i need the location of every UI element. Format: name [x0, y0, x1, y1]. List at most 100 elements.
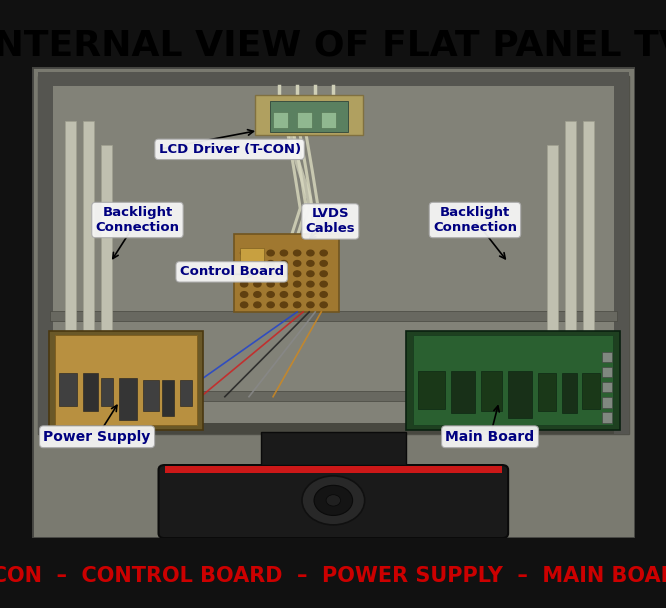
Bar	[601, 382, 613, 393]
Bar	[101, 145, 112, 404]
Bar	[55, 336, 196, 425]
Circle shape	[320, 292, 327, 297]
Circle shape	[307, 271, 314, 277]
Circle shape	[280, 261, 288, 266]
Bar	[270, 102, 348, 132]
Bar	[119, 378, 137, 420]
Bar	[406, 331, 619, 430]
Circle shape	[280, 292, 288, 297]
Circle shape	[267, 250, 274, 256]
Circle shape	[294, 271, 301, 277]
Circle shape	[320, 302, 327, 308]
Bar	[101, 378, 113, 406]
Circle shape	[267, 302, 274, 308]
Circle shape	[254, 292, 261, 297]
Bar	[240, 248, 264, 277]
Bar	[50, 311, 617, 321]
Circle shape	[294, 261, 301, 266]
Circle shape	[240, 292, 248, 297]
Circle shape	[240, 261, 248, 266]
Bar	[255, 95, 364, 135]
Text: INTERNAL VIEW OF FLAT PANEL TV: INTERNAL VIEW OF FLAT PANEL TV	[0, 29, 666, 63]
Bar	[49, 331, 202, 430]
Bar	[508, 371, 532, 418]
Circle shape	[240, 302, 248, 308]
Circle shape	[254, 282, 261, 287]
Circle shape	[294, 292, 301, 297]
Circle shape	[320, 282, 327, 287]
Circle shape	[307, 261, 314, 266]
Circle shape	[240, 250, 248, 256]
Bar	[547, 145, 558, 404]
Bar	[613, 77, 629, 434]
Bar	[38, 423, 629, 434]
Bar	[83, 373, 99, 411]
Bar	[583, 121, 594, 404]
FancyBboxPatch shape	[159, 465, 508, 538]
Bar	[38, 77, 53, 434]
Bar	[180, 380, 192, 406]
Circle shape	[320, 250, 327, 256]
Bar	[565, 121, 576, 404]
Text: Power Supply: Power Supply	[43, 430, 151, 444]
Circle shape	[326, 495, 340, 506]
Circle shape	[307, 292, 314, 297]
Circle shape	[240, 282, 248, 287]
Circle shape	[294, 302, 301, 308]
Circle shape	[314, 485, 352, 516]
Circle shape	[267, 271, 274, 277]
Circle shape	[320, 271, 327, 277]
Bar	[50, 391, 617, 401]
Circle shape	[254, 250, 261, 256]
Bar	[59, 373, 77, 406]
Bar	[165, 466, 502, 473]
Bar	[601, 367, 613, 378]
Circle shape	[240, 271, 248, 277]
Bar	[451, 371, 475, 413]
Bar	[581, 373, 600, 409]
Bar	[538, 373, 556, 411]
Circle shape	[307, 250, 314, 256]
Bar	[143, 380, 159, 411]
Bar	[601, 412, 613, 423]
Bar	[273, 112, 288, 128]
Circle shape	[320, 261, 327, 266]
Bar	[297, 112, 312, 128]
Bar	[65, 121, 76, 404]
Circle shape	[307, 302, 314, 308]
Text: Control Board: Control Board	[180, 265, 284, 278]
Bar	[38, 72, 629, 86]
Circle shape	[280, 250, 288, 256]
Bar	[261, 432, 406, 465]
Text: LCD Driver (T-CON): LCD Driver (T-CON)	[159, 143, 300, 156]
Bar	[562, 373, 577, 413]
Text: Backlight
Connection: Backlight Connection	[433, 206, 517, 234]
Bar	[601, 352, 613, 362]
Bar	[321, 112, 336, 128]
Circle shape	[267, 292, 274, 297]
Text: Main Board: Main Board	[446, 430, 535, 444]
Circle shape	[267, 282, 274, 287]
Bar	[38, 77, 629, 434]
Circle shape	[254, 271, 261, 277]
Circle shape	[294, 250, 301, 256]
Bar	[601, 397, 613, 407]
Circle shape	[280, 302, 288, 308]
Bar	[83, 121, 94, 404]
Circle shape	[302, 476, 365, 525]
Text: LVDS
Cables: LVDS Cables	[306, 207, 355, 235]
Bar	[481, 371, 502, 411]
Circle shape	[294, 282, 301, 287]
Bar	[418, 371, 445, 409]
Circle shape	[254, 261, 261, 266]
Text: Backlight
Connection: Backlight Connection	[95, 206, 179, 234]
Bar	[413, 336, 613, 425]
Circle shape	[307, 282, 314, 287]
Circle shape	[254, 302, 261, 308]
Bar	[162, 380, 174, 416]
Bar	[234, 234, 340, 312]
Text: T-CON  –  CONTROL BOARD  –  POWER SUPPLY  –  MAIN BOARD: T-CON – CONTROL BOARD – POWER SUPPLY – M…	[0, 566, 666, 586]
Circle shape	[280, 271, 288, 277]
Circle shape	[267, 261, 274, 266]
Circle shape	[280, 282, 288, 287]
